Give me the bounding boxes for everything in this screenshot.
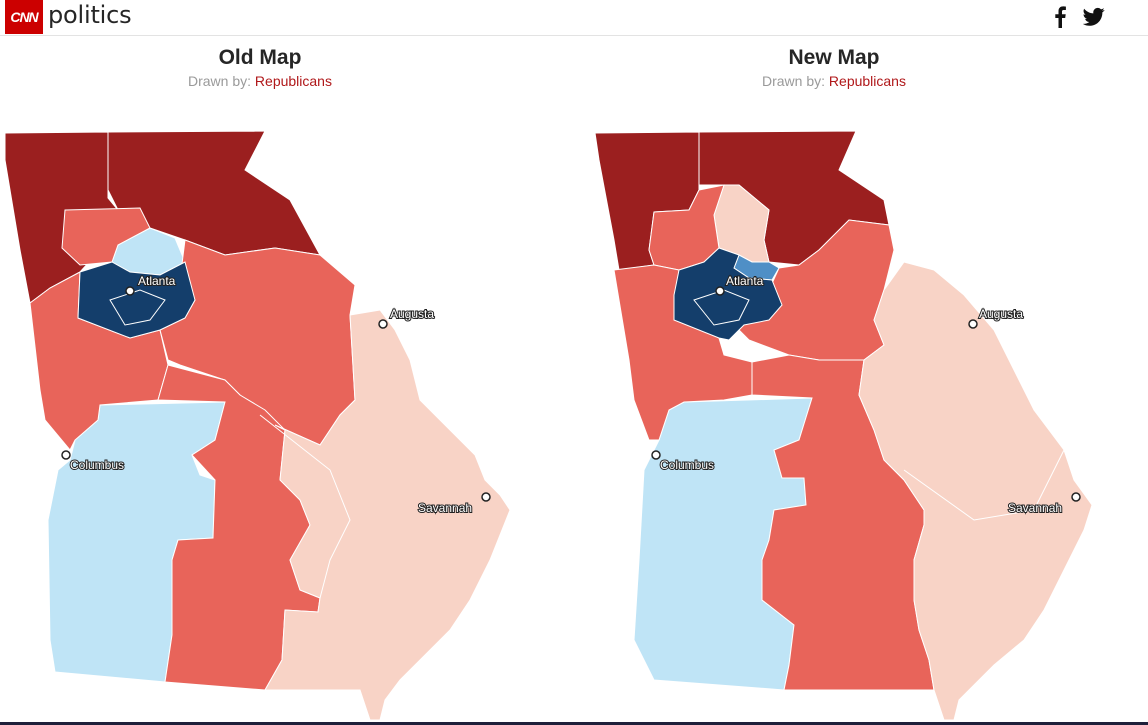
city-label: Columbus <box>660 458 714 472</box>
section-name: politics <box>48 1 132 29</box>
map-subtitle: Drawn by: Republicans <box>574 73 1094 89</box>
top-bar: CNN politics <box>0 0 1148 36</box>
city-label: Augusta <box>979 307 1023 321</box>
city-marker <box>378 319 388 329</box>
city-label: Atlanta <box>138 274 176 288</box>
city-label: Savannah <box>418 501 472 515</box>
district-shape[interactable] <box>673 247 783 341</box>
drawn-by-party: Republicans <box>254 73 332 89</box>
city-marker <box>61 450 71 460</box>
district-boundary <box>903 449 1065 521</box>
district-shape[interactable] <box>858 261 1093 721</box>
facebook-icon[interactable] <box>1049 6 1071 28</box>
city-label: Columbus <box>70 458 124 472</box>
city-marker <box>715 286 725 296</box>
brand-link[interactable]: CNN politics <box>5 0 132 34</box>
map-subtitle: Drawn by: Republicans <box>0 73 520 89</box>
old-map-panel: Old Map Drawn by: Republicans Atlanta Au… <box>0 40 574 725</box>
city-label: Augusta <box>390 307 434 321</box>
drawn-by-label: Drawn by: <box>188 73 252 89</box>
share-buttons <box>1049 6 1105 28</box>
district-shape[interactable] <box>61 207 151 266</box>
district-map-old: Atlanta Augusta Columbus Savannah <box>4 130 511 721</box>
cnn-logo: CNN <box>5 0 43 34</box>
district-shape[interactable] <box>77 261 196 339</box>
city-marker <box>1071 492 1081 502</box>
city-marker <box>481 492 491 502</box>
twitter-icon[interactable] <box>1083 6 1105 28</box>
map-title: Old Map <box>218 46 302 69</box>
district-shape[interactable] <box>264 309 511 721</box>
map-title: New Map <box>788 46 880 69</box>
drawn-by-party: Republicans <box>828 73 906 89</box>
city-marker <box>125 286 135 296</box>
new-map-panel: New Map Drawn by: Republicans Atlanta Au… <box>574 40 1148 725</box>
city-label: Atlanta <box>726 274 764 288</box>
city-marker <box>968 319 978 329</box>
district-boundary <box>109 289 166 326</box>
drawn-by-label: Drawn by: <box>762 73 826 89</box>
district-boundary <box>259 414 351 599</box>
city-label: Savannah <box>1008 501 1062 515</box>
city-marker <box>651 450 661 460</box>
district-map-new: Atlanta Augusta Columbus Savannah <box>594 130 1093 721</box>
page-bottom-border <box>0 722 1148 725</box>
